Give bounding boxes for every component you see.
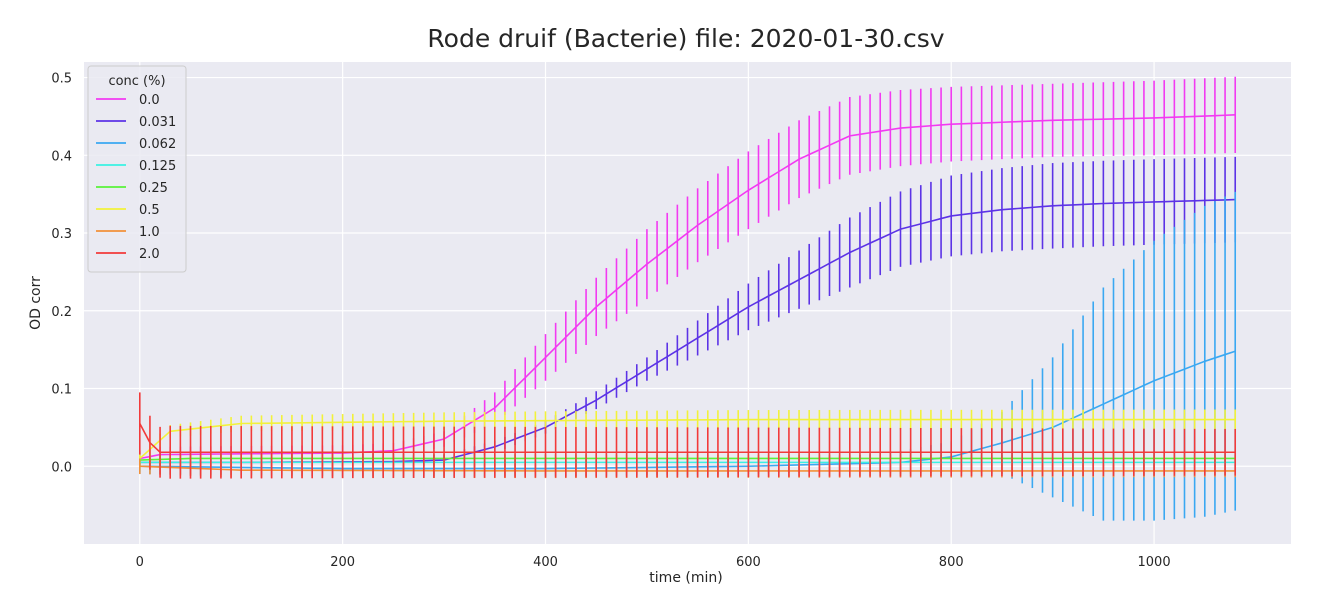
tick-layer: 0 200 400 600 800 1000 0.0 0.1 0.2 0.3 0.4 0.5 [51, 72, 1170, 570]
legend-label: 0.0 [139, 93, 160, 108]
y-tick-label: 0.2 [51, 305, 72, 320]
legend-title: conc (%) [108, 74, 165, 89]
y-tick-label: 0.3 [51, 227, 72, 242]
x-tick-label: 400 [533, 555, 558, 570]
legend-box [87, 65, 187, 273]
chart-title: Rode druif (Bacterie) file: 2020-01-30.c… [427, 24, 944, 53]
x-tick-label: 600 [736, 555, 761, 570]
y-tick-label: 0.5 [51, 72, 72, 87]
series-layer [138, 76, 1237, 521]
x-tick-label: 1000 [1138, 555, 1171, 570]
legend-label: 0.25 [139, 181, 168, 196]
y-tick-label: 0.1 [51, 383, 72, 398]
series-2.0 [138, 392, 1237, 479]
x-tick-label: 800 [939, 555, 964, 570]
legend-label: 0.5 [139, 203, 160, 218]
series-line [139, 418, 1236, 460]
legend-label: 2.0 [139, 247, 160, 262]
legend-label: 0.031 [139, 115, 176, 130]
y-axis-label: OD corr [28, 276, 44, 330]
legend: conc (%) 0.0 0.031 0.062 0.125 0.25 0.5 1.0 2.0 [87, 65, 187, 273]
x-tick-label: 200 [330, 555, 355, 570]
legend-label: 0.125 [139, 159, 176, 174]
y-tick-label: 0.4 [51, 149, 72, 164]
legend-label: 0.062 [139, 137, 176, 152]
series-line [139, 423, 1236, 454]
series-0.5 [138, 409, 1237, 467]
y-tick-label: 0.0 [51, 460, 72, 475]
legend-items: 0.0 0.031 0.062 0.125 0.25 0.5 1.0 2.0 [96, 93, 176, 262]
x-axis-label: time (min) [649, 570, 722, 586]
legend-label: 1.0 [139, 225, 160, 240]
x-tick-label: 0 [136, 555, 144, 570]
